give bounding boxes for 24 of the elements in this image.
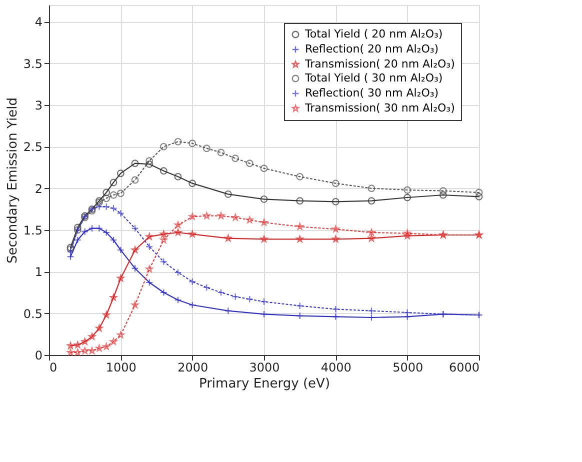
legend-label: Total Yield ( 30 nm Al₂O₃): [304, 72, 443, 84]
y-tick-label: 1.5: [23, 224, 42, 238]
legend-label: Reflection( 30 nm Al₂O₃): [305, 86, 439, 100]
y-tick-label: 2.5: [23, 140, 42, 154]
x-tick-label: 6000: [448, 360, 480, 374]
legend-label: Total Yield ( 20 nm Al₂O₃): [304, 28, 443, 40]
legend-label: Transmission( 30 nm Al₂O₃): [304, 102, 455, 114]
y-tick-label: 0.5: [23, 306, 42, 321]
y-tick-label: 3: [34, 98, 42, 112]
x-tick-label: 2000: [178, 360, 208, 374]
y-tick-label: 1: [34, 265, 42, 280]
y-tick-label: 0: [34, 348, 42, 362]
x-tick-label: 5000: [392, 360, 424, 374]
y-axis-title: Secondary Emission Yield: [5, 98, 20, 264]
legend-label: Reflection( 20 nm Al₂O₃): [305, 42, 439, 56]
x-tick-label: 3000: [249, 360, 280, 374]
x-tick-label: 4000: [320, 360, 352, 374]
y-tick-label: 3.5: [23, 56, 42, 71]
x-axis-title: Primary Energy (eV): [198, 376, 330, 392]
x-tick-label: 0: [50, 360, 58, 374]
y-tick-label: 4: [34, 15, 42, 30]
x-tick-label: 1000: [106, 360, 136, 374]
legend-label: Transmission( 20 nm Al₂O₃): [304, 58, 455, 70]
y-tick-label: 2: [34, 182, 42, 196]
